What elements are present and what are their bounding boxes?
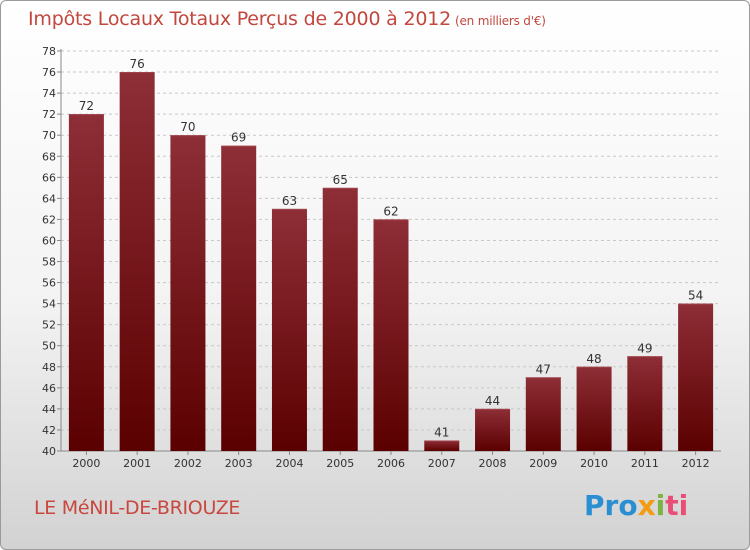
- bar-value-label: 63: [282, 194, 297, 208]
- y-tick-label: 52: [42, 319, 56, 332]
- bar-value-label: 49: [637, 341, 652, 355]
- bar-value-label: 44: [485, 394, 500, 408]
- x-tick-label: 2004: [275, 457, 303, 470]
- bar-value-label: 70: [180, 120, 195, 134]
- x-tick-label: 2005: [326, 457, 354, 470]
- bar: [221, 145, 257, 451]
- y-tick-label: 78: [42, 45, 56, 58]
- x-tick-label: 2012: [682, 457, 710, 470]
- y-tick-label: 42: [42, 424, 56, 437]
- bar: [170, 135, 206, 452]
- y-tick-label: 62: [42, 213, 56, 226]
- y-tick-label: 66: [42, 171, 56, 184]
- x-tick-label: 2002: [174, 457, 202, 470]
- y-tick-label: 50: [42, 340, 56, 353]
- x-axis: 2000 2001 2002 2003 2004 2005 2006 2007 2008 2009…: [72, 451, 710, 470]
- y-tick-label: 56: [42, 277, 56, 290]
- y-tick-label: 76: [42, 66, 56, 79]
- y-tick-label: 54: [42, 298, 56, 311]
- x-tick-label: 2009: [529, 457, 557, 470]
- x-tick-label: 2008: [479, 457, 507, 470]
- logo-part-4: ti: [665, 489, 689, 522]
- bar: [271, 208, 307, 451]
- bar: [322, 187, 358, 451]
- chart-subtitle: (en milliers d'€): [455, 14, 546, 28]
- logo-part-2: x: [637, 489, 656, 522]
- y-tick-label: 68: [42, 150, 56, 163]
- bar-value-label: 76: [130, 57, 145, 71]
- logo-part-1: Pro: [584, 489, 638, 522]
- x-tick-label: 2000: [72, 457, 100, 470]
- y-tick-label: 40: [42, 445, 56, 458]
- bar: [475, 408, 511, 451]
- chart-title: Impôts Locaux Totaux Perçus de 2000 à 20…: [28, 8, 546, 30]
- y-tick-label: 48: [42, 361, 56, 374]
- logo-part-3: i: [655, 489, 666, 522]
- location-label: LE MéNIL-DE-BRIOUZE: [34, 497, 241, 519]
- bar-value-label: 48: [586, 352, 601, 366]
- bar-value-label: 47: [536, 362, 551, 376]
- bar-value-label: 72: [79, 99, 94, 113]
- bar: [576, 366, 612, 451]
- y-tick-label: 70: [42, 129, 56, 142]
- y-tick-label: 60: [42, 234, 56, 247]
- bar: [119, 72, 155, 451]
- bar-value-label: 65: [333, 173, 348, 187]
- bar: [627, 356, 663, 451]
- bar-value-label: 54: [688, 289, 703, 303]
- y-tick-label: 58: [42, 256, 56, 269]
- bars: 72 76 70 69 63 65 62 41 44 47 48 49 54: [68, 57, 714, 452]
- bar-value-label: 41: [434, 425, 449, 439]
- bar: [525, 377, 561, 451]
- bar-value-label: 62: [383, 204, 398, 218]
- bar: [68, 114, 104, 451]
- y-tick-label: 44: [42, 403, 56, 416]
- bar: [373, 219, 409, 451]
- y-tick-label: 72: [42, 108, 56, 121]
- bar: [678, 303, 714, 451]
- x-tick-label: 2003: [225, 457, 253, 470]
- y-tick-label: 64: [42, 192, 56, 205]
- y-tick-label: 46: [42, 382, 56, 395]
- chart-title-main: Impôts Locaux Totaux Perçus de 2000 à 20…: [28, 8, 452, 30]
- y-tick-label: 74: [42, 87, 56, 100]
- proxiti-logo: Proxiti: [584, 489, 688, 522]
- bar-value-label: 69: [231, 131, 246, 145]
- x-tick-label: 2007: [428, 457, 456, 470]
- x-tick-label: 2010: [580, 457, 608, 470]
- x-tick-label: 2006: [377, 457, 405, 470]
- x-tick-label: 2001: [123, 457, 151, 470]
- bar: [424, 440, 460, 451]
- x-tick-label: 2011: [631, 457, 659, 470]
